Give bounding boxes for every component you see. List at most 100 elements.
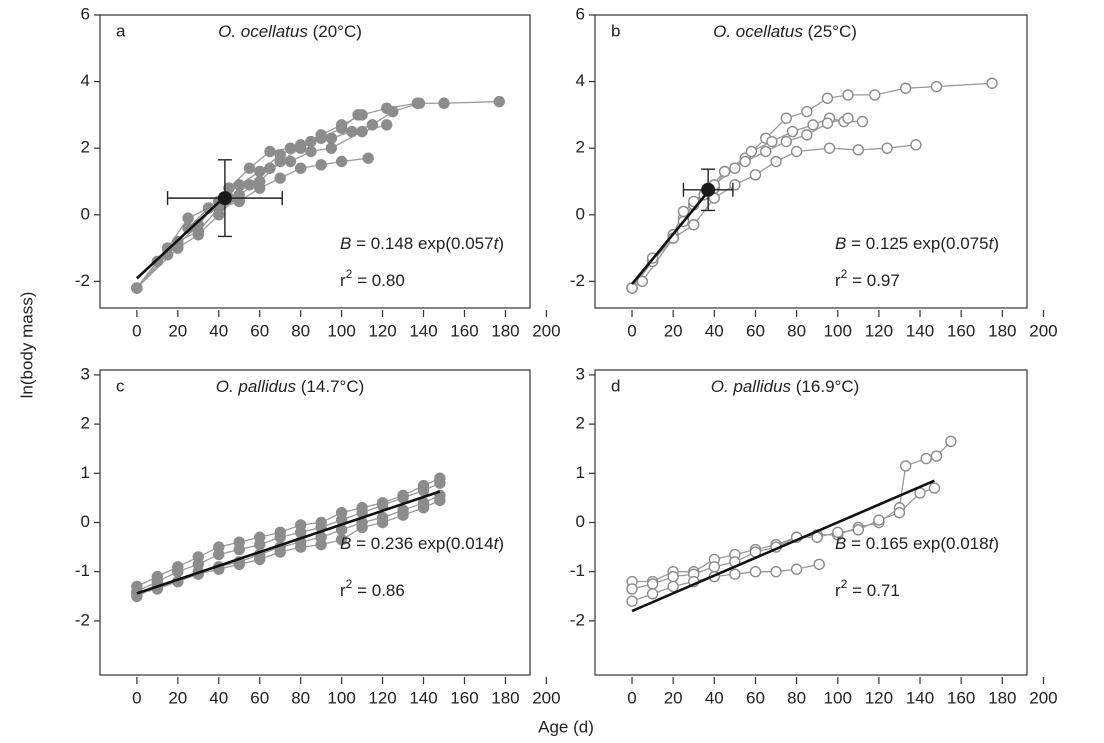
x-tick-label: 200 xyxy=(532,688,560,707)
x-tick-label: 0 xyxy=(627,688,636,707)
data-point xyxy=(739,155,751,168)
data-point xyxy=(356,521,368,534)
data-point xyxy=(677,205,690,218)
data-point xyxy=(626,595,638,607)
data-point xyxy=(636,275,649,288)
equation-part: B xyxy=(835,234,846,253)
y-tick-label: 4 xyxy=(576,71,585,90)
x-tick-label: 20 xyxy=(168,321,187,340)
data-point xyxy=(945,435,957,448)
panel-title: O. pallidus (14.7°C) xyxy=(216,377,365,396)
data-point xyxy=(274,155,286,168)
y-tick-label: 0 xyxy=(81,204,90,223)
y-tick-label: 2 xyxy=(81,414,90,433)
data-point xyxy=(770,155,782,168)
x-tick-label: 20 xyxy=(168,688,187,707)
title-part: (14.7°C) xyxy=(296,377,364,396)
fit-line xyxy=(631,188,712,285)
title-part: O. ocellatus xyxy=(218,22,308,41)
data-point xyxy=(254,553,266,566)
data-point xyxy=(807,119,819,131)
data-point xyxy=(243,179,256,191)
y-tick-label: 1 xyxy=(81,463,90,482)
y-tick-label: 6 xyxy=(576,4,585,23)
x-tick-label: 40 xyxy=(209,688,228,707)
data-point xyxy=(869,89,881,101)
data-point xyxy=(274,172,286,184)
data-point xyxy=(729,179,741,191)
data-point xyxy=(626,583,638,595)
data-point xyxy=(213,548,225,561)
x-tick-label: 160 xyxy=(450,688,478,707)
data-point xyxy=(749,169,762,181)
equation-part: = 0.165 exp(0.018 xyxy=(846,534,988,553)
r2-part: = 0.80 xyxy=(352,271,404,290)
data-point xyxy=(243,162,256,174)
x-tick-label: 40 xyxy=(705,321,724,340)
data-point xyxy=(254,538,266,551)
y-tick-label: 3 xyxy=(81,364,90,383)
x-tick-label: 180 xyxy=(491,688,519,707)
equation-part: B xyxy=(340,534,351,553)
fit-line xyxy=(135,191,230,280)
data-point xyxy=(438,97,450,109)
equation-part: t xyxy=(989,234,995,253)
y-tick-label: -1 xyxy=(570,561,585,580)
data-point xyxy=(346,125,358,138)
x-tick-label: 180 xyxy=(988,688,1016,707)
y-tick-label: 2 xyxy=(576,138,585,157)
data-point xyxy=(910,139,922,151)
r2-part: 2 xyxy=(841,577,848,591)
title-part: O. pallidus xyxy=(711,377,792,396)
data-point xyxy=(842,89,854,101)
x-tick-label: 160 xyxy=(450,321,478,340)
series-line xyxy=(631,117,849,289)
panel-letter: b xyxy=(611,21,620,40)
panel-title: O. pallidus (16.9°C) xyxy=(711,377,860,396)
x-axis-label: Age (d) xyxy=(538,717,594,736)
data-point xyxy=(986,77,998,89)
data-point xyxy=(315,159,327,171)
x-tick-label: 80 xyxy=(291,688,310,707)
panel-letter: d xyxy=(611,376,620,395)
data-point xyxy=(881,142,893,154)
data-point xyxy=(729,568,741,580)
title-part: O. pallidus xyxy=(216,377,297,396)
series-line xyxy=(136,157,369,289)
data-point xyxy=(930,450,943,462)
x-tick-label: 140 xyxy=(409,321,437,340)
equation-part: ) xyxy=(993,534,999,553)
r2-part: r xyxy=(340,271,346,290)
data-point xyxy=(899,460,912,472)
r-squared: r2 = 0.71 xyxy=(835,577,900,600)
data-point xyxy=(387,105,399,118)
x-tick-label: 60 xyxy=(746,688,765,707)
data-point xyxy=(233,179,245,191)
y-tick-label: 4 xyxy=(81,71,90,90)
x-tick-label: 120 xyxy=(865,688,893,707)
series-line xyxy=(136,482,441,592)
equation-part: = 0.148 exp(0.057 xyxy=(351,234,493,253)
data-point xyxy=(335,122,348,134)
data-point xyxy=(842,112,854,124)
data-point xyxy=(729,162,741,174)
x-tick-label: 120 xyxy=(368,321,396,340)
data-point xyxy=(646,578,659,590)
data-point xyxy=(893,506,906,519)
r2-part: r xyxy=(340,581,346,600)
x-tick-label: 60 xyxy=(746,321,765,340)
plot-frame xyxy=(99,369,531,676)
x-tick-label: 200 xyxy=(1029,688,1057,707)
data-point xyxy=(745,145,758,158)
x-tick-label: 40 xyxy=(209,321,228,340)
x-tick-label: 0 xyxy=(132,688,141,707)
equation-part: t xyxy=(989,534,995,553)
r2-part: 2 xyxy=(346,267,353,281)
panel-letter: c xyxy=(116,376,125,395)
x-tick-label: 140 xyxy=(906,688,934,707)
data-point xyxy=(417,484,430,497)
x-tick-label: 20 xyxy=(664,321,683,340)
equation-part: = 0.236 exp(0.014 xyxy=(351,534,493,553)
r2-part: = 0.86 xyxy=(352,581,404,600)
title-part: (20°C) xyxy=(308,22,362,41)
